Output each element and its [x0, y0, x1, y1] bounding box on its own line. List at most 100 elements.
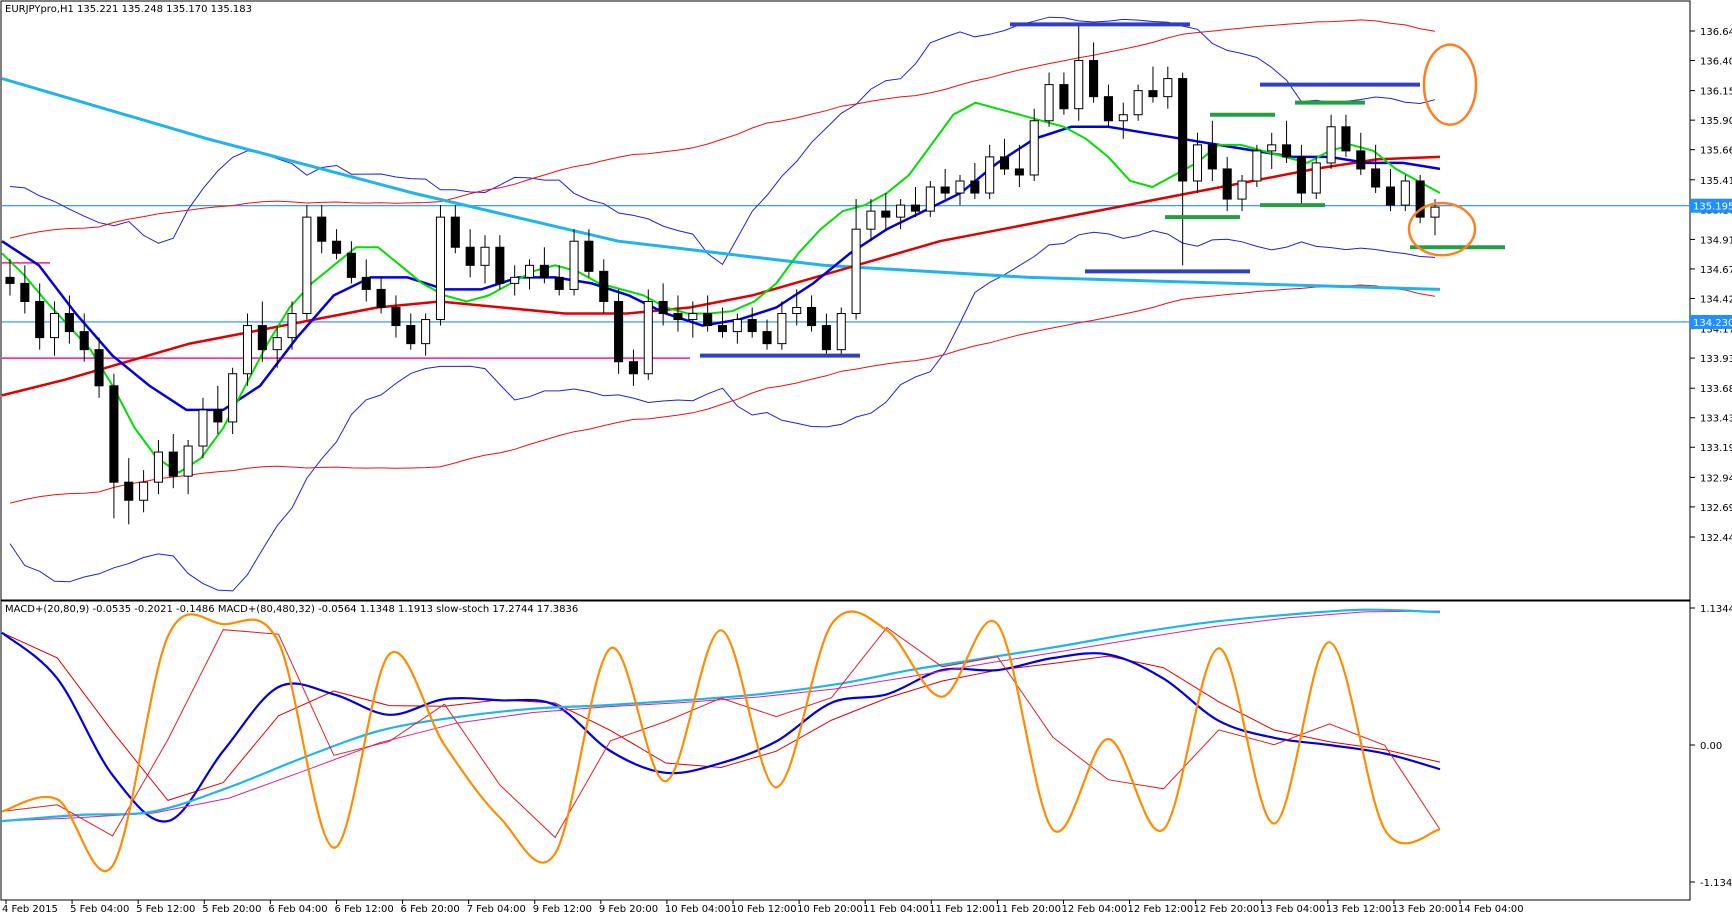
candle-body [1267, 144, 1277, 152]
candle-body [49, 313, 60, 339]
candle-body [1296, 156, 1306, 194]
price-tick-label: 134.175 [1700, 325, 1732, 336]
candle-body [5, 276, 15, 284]
candle-body [79, 331, 89, 351]
indicator-line [1, 631, 1441, 823]
bollinger-outer-upper [9, 19, 1436, 239]
candle-body [376, 288, 386, 308]
candle-body [658, 300, 668, 315]
ma-long-line [1, 77, 1441, 291]
candle-body [361, 276, 371, 290]
candle-body [1341, 126, 1351, 152]
candle-body [35, 300, 45, 339]
candle-body [1430, 206, 1440, 218]
candle-body [272, 337, 282, 351]
price-tick-label: 134.670 [1700, 265, 1732, 276]
price-tick-label: 136.645 [1700, 27, 1732, 38]
candle-body [495, 246, 505, 284]
candle-body [569, 240, 579, 290]
candle-body [925, 186, 935, 212]
price-tick-label: 136.400 [1700, 57, 1732, 68]
price-tick-label: 134.915 [1700, 235, 1732, 246]
price-tick-label: 133.435 [1700, 414, 1732, 425]
candle-body [450, 216, 460, 248]
candle-body [124, 481, 134, 501]
candle-body [836, 313, 846, 351]
candle-body [1014, 168, 1024, 176]
ma-slow-line [1, 155, 1441, 397]
candle-body [1118, 114, 1128, 122]
candle-body [1103, 96, 1113, 122]
candle-body [242, 325, 253, 375]
price-tick-label: 132.445 [1700, 533, 1732, 544]
candle-body [614, 300, 624, 363]
candle-body [1148, 90, 1158, 98]
sub-tick-label: 1.1344 [1700, 604, 1732, 615]
indicator-signal-line [1, 626, 1441, 839]
time-tick-label: 6 Feb 20:00 [401, 904, 460, 915]
candle-body [554, 276, 564, 290]
candle-body [747, 319, 757, 333]
candle-body [643, 300, 653, 375]
indicator-line [1, 608, 1441, 823]
price-tag-label: 135.195 [1693, 202, 1732, 213]
bollinger-inner-lower [9, 230, 1436, 592]
time-tick-label: 4 Feb 2015 [2, 904, 58, 915]
time-tick-label: 6 Feb 12:00 [334, 904, 393, 915]
candle-body [1089, 60, 1099, 98]
candle-body [139, 481, 149, 501]
time-tick-label: 13 Feb 12:00 [1326, 904, 1392, 915]
main-panel [1, 16, 1690, 592]
candle-body [302, 216, 312, 315]
candle-body [1356, 150, 1366, 170]
candle-body [1029, 120, 1039, 176]
candle-body [1400, 180, 1410, 206]
price-tick-label: 133.930 [1700, 354, 1732, 365]
candle-body [1311, 162, 1321, 194]
candle-body [510, 276, 520, 284]
candle-body [524, 264, 535, 278]
candle-body [821, 325, 831, 351]
candle-body [1385, 186, 1396, 206]
candle-body [346, 252, 356, 278]
candle-body [1282, 144, 1292, 158]
time-tick-label: 5 Feb 20:00 [202, 904, 261, 915]
candle-body [480, 246, 490, 266]
sub-tick-label: -1.1344 [1700, 878, 1732, 889]
highlight-ellipse [1407, 201, 1477, 257]
candle-body [1252, 150, 1262, 182]
price-tick-label: 132.695 [1700, 503, 1732, 514]
bollinger-outer-lower [9, 284, 1436, 504]
time-tick-label: 10 Feb 04:00 [665, 904, 731, 915]
price-tag-box [1690, 314, 1732, 329]
candle-body [851, 228, 861, 315]
candle-body [421, 319, 431, 345]
sub-panel [1, 608, 1441, 873]
price-tick-label: 134.425 [1700, 294, 1732, 305]
sub-tick-label: 0.00 [1700, 741, 1722, 752]
candle-body [1237, 180, 1247, 200]
candle-body [257, 325, 267, 351]
sub-panel-frame [0, 600, 1691, 901]
price-tick-label: 133.190 [1700, 443, 1732, 454]
price-tick-label: 135.905 [1700, 116, 1732, 127]
candle-body [64, 313, 74, 333]
main-panel-frame [0, 0, 1691, 601]
candle-body [628, 361, 638, 375]
candle-body [1415, 180, 1425, 218]
time-tick-label: 12 Feb 12:00 [1128, 904, 1194, 915]
candle-body [406, 325, 416, 345]
time-tick-label: 5 Feb 04:00 [70, 904, 129, 915]
time-tick-label: 11 Feb 04:00 [863, 904, 929, 915]
sub-panel-header: MACD+(20,80,9) -0.0535 -0.2021 -0.1486 M… [5, 604, 578, 615]
main-panel-header: EURJPYpro,H1 135.221 135.248 135.170 135… [5, 4, 252, 15]
candle-body [287, 313, 297, 339]
candle-body [332, 240, 342, 254]
candle-body [391, 306, 401, 327]
candle-body [985, 156, 995, 194]
candle-body [1059, 84, 1069, 110]
time-tick-label: 10 Feb 12:00 [731, 904, 797, 915]
candle-body [673, 313, 683, 321]
